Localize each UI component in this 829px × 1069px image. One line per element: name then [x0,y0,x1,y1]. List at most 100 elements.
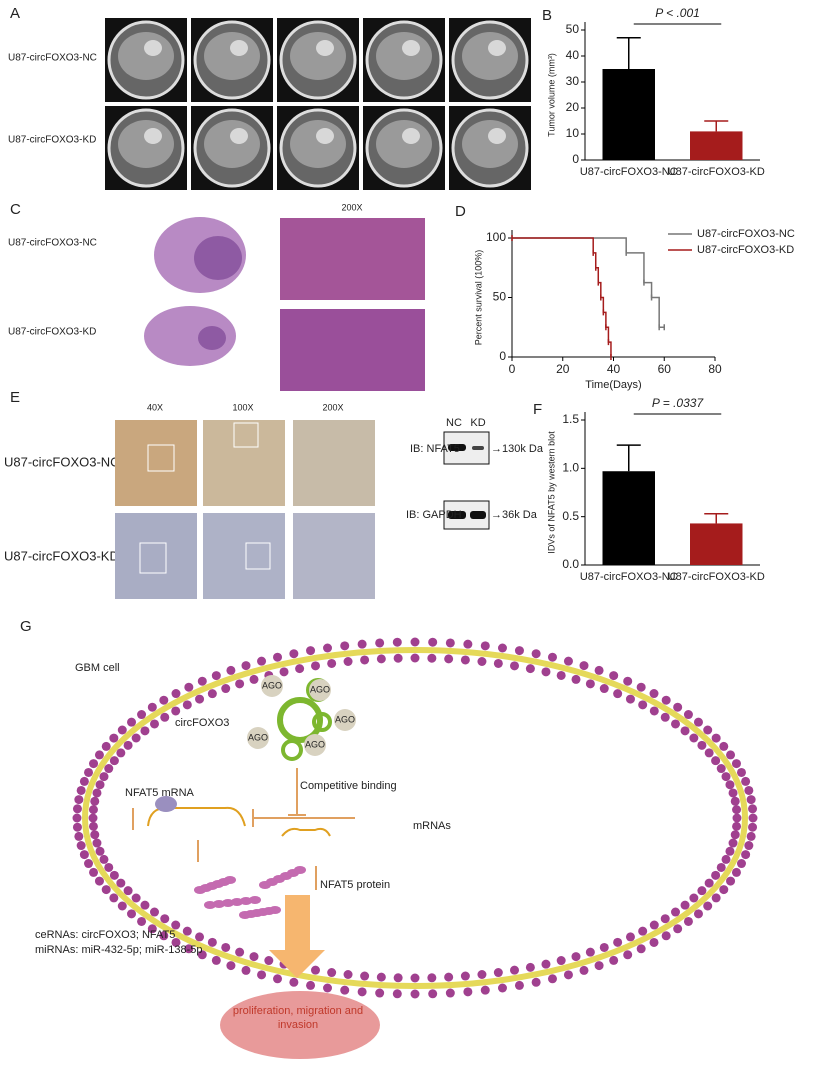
lipid-head [693,717,703,727]
lipid-head [76,785,86,795]
lipid-head [249,674,259,684]
lipid-head [625,932,635,942]
lipid-head [197,950,207,960]
lipid-head [147,924,157,934]
cell-label: GBM cell [75,662,120,674]
lipid-head [525,962,535,972]
lipid-head [721,772,731,782]
lipid-head [445,988,455,998]
ihc-image [203,420,285,506]
lipid-head [579,965,589,975]
lipid-head [392,989,402,999]
protein-bead [269,906,281,914]
lipid-head [671,719,681,729]
lipid-head [638,700,648,710]
mirna-label: miRNAs: miR-432-5p; miR-138-5p [35,944,203,956]
panel-label: G [20,618,32,635]
lipid-head [340,641,350,651]
lipid-head [703,725,713,735]
lipid-head [711,870,721,880]
lipid-head [117,725,127,735]
lipid-head [477,656,487,666]
blot-row-label: IB: NFAT5 [410,443,460,455]
circrna [312,712,332,732]
row-label: U87-circFOXO3-NC [4,454,120,469]
column-label: 40X [147,402,163,412]
lipid-head [594,665,604,675]
lipid-head [94,876,104,886]
lipid-head [427,653,437,663]
lipid-head [101,885,111,895]
lipid-head [613,937,623,947]
lipid-head [445,638,455,648]
lipid-head [74,795,84,805]
lipid-head [84,859,94,869]
lipid-head [556,956,566,966]
lipid-head [235,947,245,957]
lipid-head [273,974,283,984]
lipid-head [697,740,707,750]
lipid-head [360,971,370,981]
lipid-head [109,756,119,766]
lipid-head [730,796,740,806]
lipid-head [149,719,159,729]
magnification: 200X [341,202,362,212]
lipid-head [410,989,420,999]
protein-bead [240,897,252,905]
protein-bead [231,898,243,906]
lipid-head [137,916,147,926]
brain-section [144,306,236,366]
lipid-head [76,841,86,851]
lipid-head [741,850,751,860]
lipid-head [660,712,670,722]
lipid-head [704,748,714,758]
lipid-head [680,726,690,736]
lipid-head [182,926,192,936]
x-tick-label: 80 [708,362,722,376]
y-tick-label: 1.5 [562,412,579,426]
lipid-head [497,983,507,993]
lipid-head [460,971,470,981]
lipid-head [683,916,693,926]
mri-images [105,18,531,190]
lipid-head [147,702,157,712]
lipid-head [109,870,119,880]
tumor [316,128,334,144]
y-tick-label: 40 [566,48,580,62]
brain [462,32,518,80]
ihc-image [293,513,375,599]
lipid-head [149,907,159,917]
lipid-head [689,733,699,743]
lipid-head [279,667,289,677]
lipid-head [638,926,648,936]
lipid-head [376,654,386,664]
lipid-head [131,733,141,743]
lipid-head [74,831,84,841]
competitive-label: Competitive binding [300,780,397,792]
lipid-head [295,664,305,674]
lipid-head [264,956,274,966]
lipid-head [310,661,320,671]
lipid-head [392,637,402,647]
outcome-cloud [220,991,380,1059]
zoom-box [139,542,167,574]
lipid-head [116,878,126,888]
lipid-head [510,965,520,975]
lipid-head [748,822,758,832]
lipid-head [257,970,267,980]
histology [280,218,425,300]
ago-label: AGO [335,714,355,724]
row-label: U87-circFOXO3-KD [8,327,96,338]
panel-label: F [533,401,542,418]
lipid-head [726,876,736,886]
lipid-head [123,886,133,896]
lipid-head [680,900,690,910]
lipid-head [571,952,581,962]
proteins [194,866,306,919]
membrane-heads [72,637,758,999]
y-tick-label: 20 [566,100,580,114]
lipid-head [249,952,259,962]
band [448,511,466,519]
lipid-head [514,646,524,656]
lipid-head [428,637,438,647]
